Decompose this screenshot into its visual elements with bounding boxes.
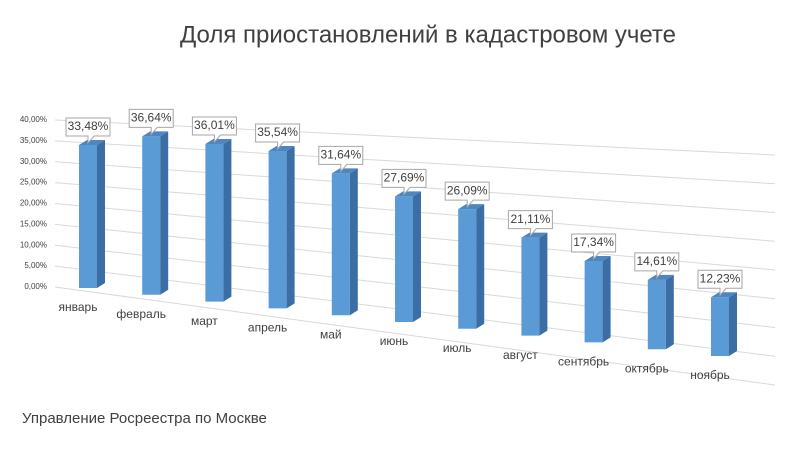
y-tick-label: 15,00%	[20, 219, 47, 228]
x-tick-label: июнь	[380, 334, 409, 348]
bar-front	[711, 297, 729, 356]
bar-front	[79, 145, 97, 288]
data-label: 27,69%	[384, 171, 425, 185]
data-label: 14,61%	[636, 254, 677, 268]
data-label: 12,23%	[700, 271, 741, 285]
bar	[205, 139, 232, 302]
bar-front	[647, 279, 666, 350]
data-label: 33,48%	[68, 119, 109, 133]
data-label-box	[255, 123, 301, 151]
bar-side	[729, 292, 737, 356]
x-tick-label: январь	[59, 300, 98, 314]
bar-top	[331, 168, 358, 174]
x-tick-label: апрель	[248, 321, 287, 335]
x-tick-label: июль	[443, 341, 472, 355]
data-label: 26,09%	[447, 183, 488, 197]
x-tick-label: февраль	[116, 307, 166, 321]
bar	[331, 168, 358, 316]
grid-line	[54, 286, 776, 386]
data-label: 36,01%	[194, 118, 235, 132]
grid-line	[54, 119, 776, 156]
data-label-box	[571, 233, 617, 261]
bar-top	[142, 131, 169, 137]
data-label-box	[444, 181, 490, 209]
x-tick-label: март	[191, 314, 218, 328]
bar-side	[286, 145, 295, 309]
data-label: 17,34%	[573, 235, 614, 249]
y-tick-label: 5,00%	[24, 261, 47, 270]
y-tick-label: 20,00%	[20, 199, 47, 208]
bar	[521, 232, 548, 336]
bar-top	[647, 274, 674, 280]
data-label: 31,64%	[320, 148, 361, 162]
data-label-box	[381, 168, 427, 196]
x-tick-label: ноябрь	[690, 368, 730, 382]
bar	[711, 292, 737, 356]
bar	[142, 131, 169, 295]
data-label-box	[128, 108, 174, 136]
bar	[268, 145, 295, 309]
chart-title: Доля приостановлений в кадастровом учете	[180, 21, 676, 48]
bar	[395, 191, 421, 322]
bar	[458, 204, 485, 329]
y-tick-label: 30,00%	[20, 157, 47, 166]
bar-front	[331, 173, 350, 316]
y-tick-label: 35,00%	[20, 136, 47, 145]
bar-front	[142, 136, 161, 295]
bar-side	[160, 131, 169, 295]
data-label-box	[697, 269, 743, 297]
bar-top	[521, 232, 548, 238]
bar-side	[349, 168, 358, 316]
bar-top	[79, 140, 105, 146]
x-tick-label: сентябрь	[558, 355, 609, 369]
bar-front	[268, 150, 287, 309]
y-tick-label: 0,00%	[24, 282, 47, 291]
data-label: 35,54%	[257, 125, 298, 139]
bar-front	[584, 261, 603, 343]
bar-top	[395, 191, 421, 197]
data-label-box	[634, 252, 680, 280]
data-label: 36,64%	[131, 111, 172, 125]
bar-top	[458, 204, 485, 210]
bar-top	[268, 145, 295, 151]
bar-top	[711, 292, 737, 298]
bar-side	[665, 274, 674, 350]
data-label: 21,11%	[510, 212, 550, 226]
bar-side	[97, 140, 105, 288]
data-label-box	[191, 116, 237, 144]
bar-front	[521, 237, 540, 336]
bar	[584, 256, 611, 343]
bar	[79, 140, 105, 288]
bar-side	[413, 191, 421, 322]
x-tick-label: май	[320, 327, 342, 341]
x-tick-label: август	[503, 348, 538, 362]
bar-front	[458, 209, 477, 329]
bar	[647, 274, 674, 350]
bar-side	[223, 139, 232, 302]
bar-side	[602, 256, 611, 343]
bar-front	[205, 144, 224, 302]
y-tick-label: 40,00%	[20, 115, 47, 124]
data-label-box	[65, 117, 111, 145]
bar-top	[205, 139, 232, 145]
data-label-box	[318, 145, 364, 173]
bar-side	[539, 232, 548, 336]
y-tick-label: 25,00%	[20, 178, 47, 187]
footer: Управление Росреестра по Москве	[22, 410, 267, 427]
bar-top	[584, 256, 611, 262]
bar-front	[395, 196, 413, 322]
y-tick-label: 10,00%	[20, 240, 47, 249]
bar-side	[476, 204, 485, 329]
x-tick-label: октябрь	[625, 361, 669, 375]
grid-line	[54, 140, 776, 185]
data-label-box	[507, 210, 553, 237]
